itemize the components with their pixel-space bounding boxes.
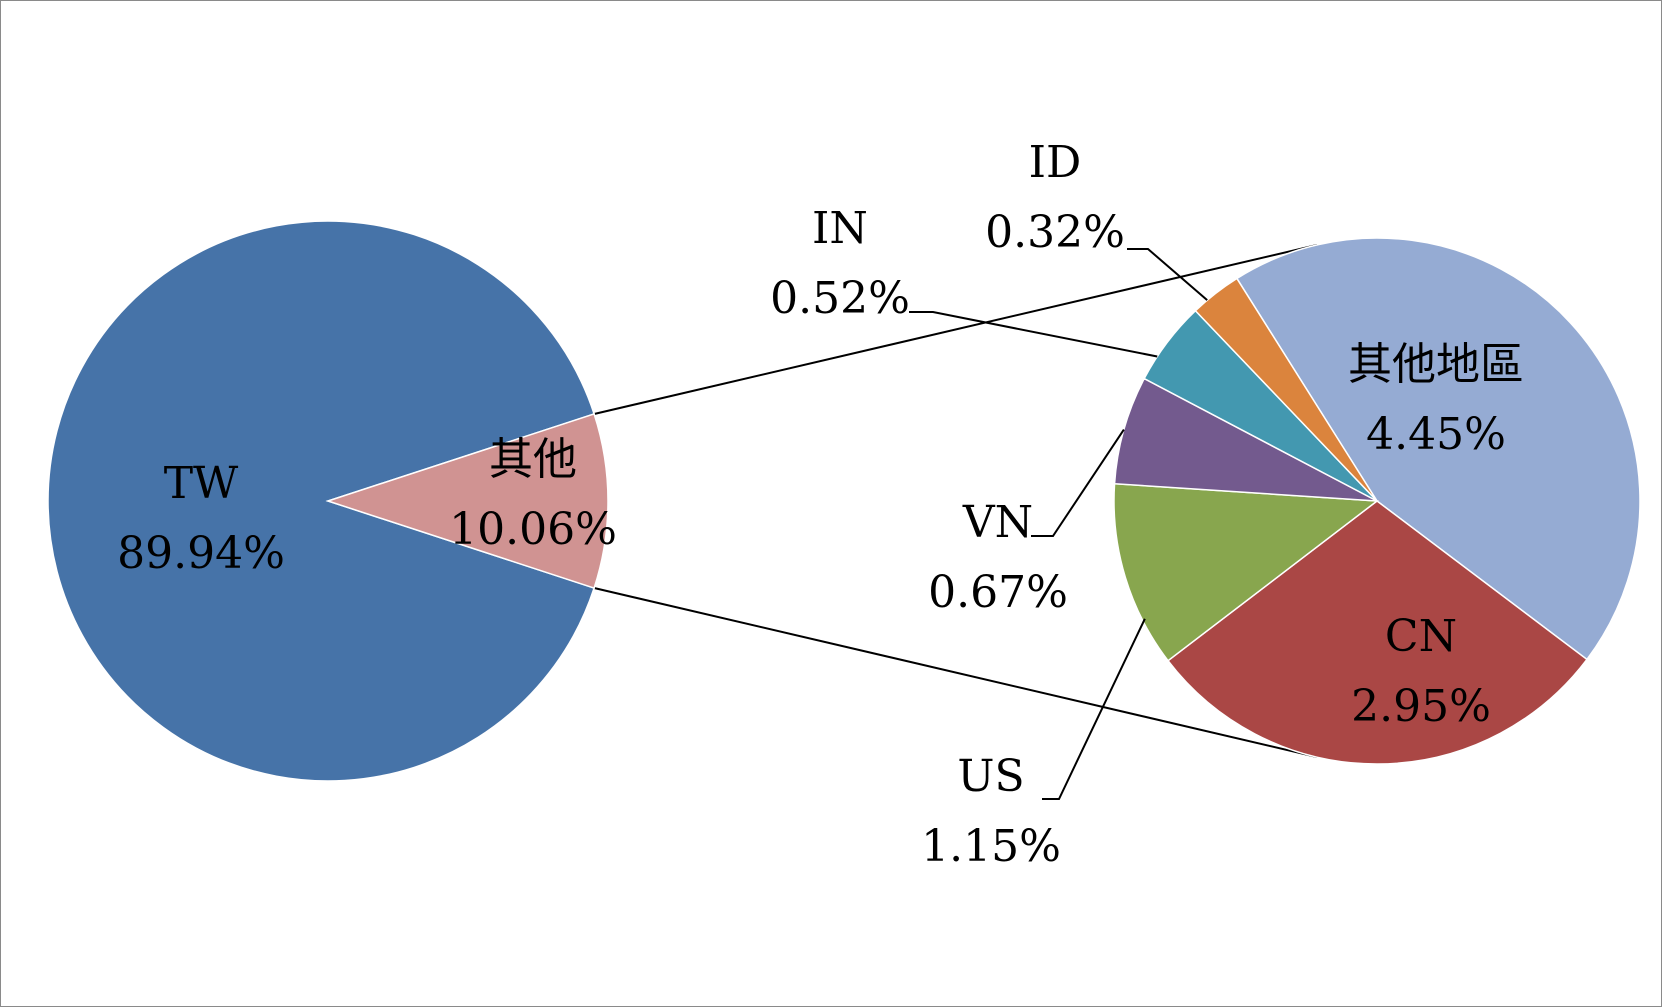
pie-slice-id xyxy=(1194,277,1378,502)
label-us: US 1.15% xyxy=(921,751,1061,872)
pie-slice-tw xyxy=(47,220,596,782)
leader-line-id xyxy=(1127,248,1208,301)
label-id: ID 0.32% xyxy=(985,137,1125,258)
main-pie xyxy=(47,220,609,782)
connector-line-bottom xyxy=(593,587,1318,758)
secondary-pie xyxy=(1113,237,1641,765)
connector-lines xyxy=(593,244,1318,758)
connector-line-top xyxy=(593,244,1318,415)
pie-slice-other-regions xyxy=(1235,237,1641,661)
pie-slice-cn xyxy=(1166,500,1588,765)
pie-slice-vn xyxy=(1113,377,1378,502)
pie-slice-us xyxy=(1113,482,1380,662)
label-tw: TW 89.94% xyxy=(117,458,285,579)
leader-line-in xyxy=(909,311,1158,358)
leader-lines xyxy=(909,248,1208,800)
label-cn: CN 2.95% xyxy=(1351,611,1491,732)
label-other: 其他 10.06% xyxy=(449,434,617,555)
pie-slice-other xyxy=(325,413,609,589)
label-other-regions: 其他地區 4.45% xyxy=(1348,339,1524,460)
label-in: IN 0.52% xyxy=(770,203,910,324)
label-vn: VN 0.67% xyxy=(928,497,1068,618)
leader-line-us xyxy=(1042,618,1146,800)
leader-line-vn xyxy=(1031,429,1125,537)
data-labels: TW 89.94% 其他 10.06% 其他地區 4.45% CN 2.95% US 1.15% V… xyxy=(117,137,1524,872)
